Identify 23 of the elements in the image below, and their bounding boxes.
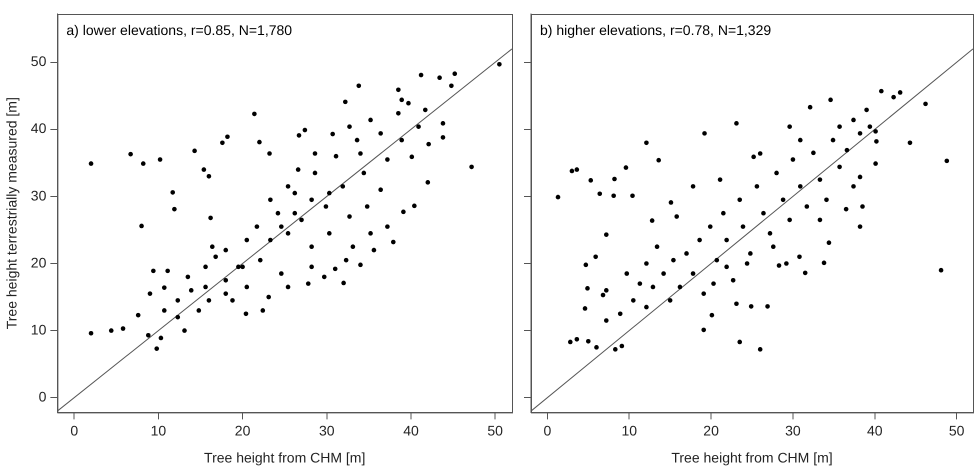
annotation: b) higher elevations, r=0.78, N=1,329 (540, 22, 772, 38)
x-tick-label: 20 (234, 422, 251, 439)
annotation: a) lower elevations, r=0.85, N=1,780 (66, 22, 292, 38)
x-tick-label: 0 (543, 422, 552, 439)
x-tick-label: 30 (318, 422, 335, 439)
x-tick-label: 0 (70, 422, 78, 439)
x-tick-label: 40 (403, 422, 419, 439)
y-tick-label: 40 (30, 120, 47, 136)
x-tick-label: 20 (703, 422, 720, 439)
x-axis-title: Tree height from CHM [m] (204, 449, 366, 466)
y-tick-label: 20 (30, 254, 47, 270)
x-tick-label: 30 (785, 422, 801, 439)
x-tick-label: 50 (487, 422, 504, 439)
x-tick-label: 50 (948, 422, 965, 439)
x-tick-label: 40 (866, 422, 883, 439)
y-tick-label: 30 (30, 187, 47, 204)
y-tick-label: 0 (38, 388, 47, 405)
x-axis-title: Tree height from CHM [m] (671, 449, 833, 466)
y-axis-title: Tree height terrestrially measured [m] (3, 97, 20, 330)
x-tick-label: 10 (150, 422, 166, 439)
y-tick-label: 10 (30, 321, 47, 338)
x-tick-label: 10 (621, 422, 638, 439)
y-tick-label: 50 (30, 53, 47, 70)
